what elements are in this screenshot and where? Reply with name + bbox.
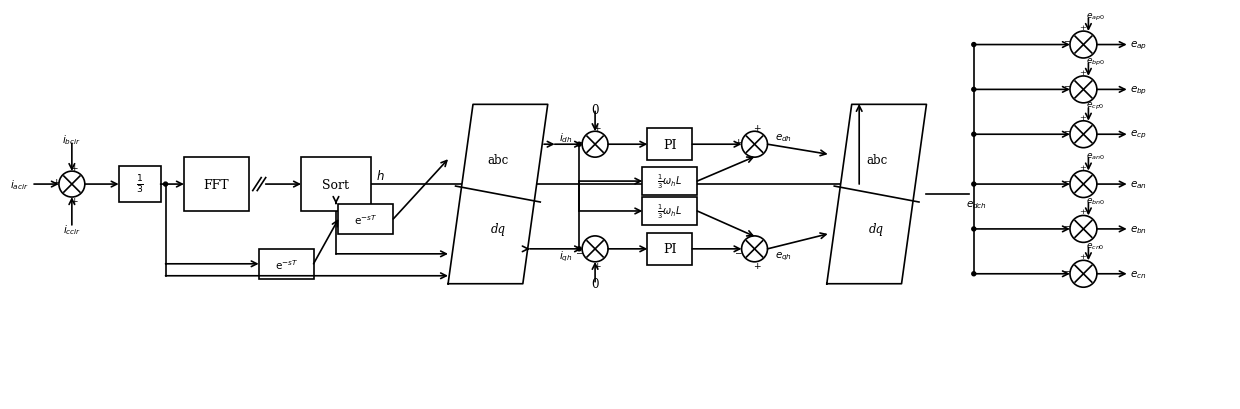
Text: $h$: $h$: [376, 169, 384, 183]
Bar: [119, 167, 160, 202]
Text: −: −: [1063, 267, 1070, 275]
Text: $\frac{1}{3}\omega_h L$: $\frac{1}{3}\omega_h L$: [657, 202, 682, 220]
Text: $i_{bcir}$: $i_{bcir}$: [62, 133, 82, 147]
Circle shape: [1070, 32, 1097, 59]
Text: −: −: [575, 137, 583, 146]
Text: $e_{bp}$: $e_{bp}$: [1130, 84, 1147, 97]
Bar: [339, 204, 393, 234]
Text: $e_{an}$: $e_{an}$: [1130, 179, 1147, 191]
Text: −: −: [1063, 128, 1070, 136]
Circle shape: [972, 133, 976, 137]
Polygon shape: [448, 105, 548, 284]
Text: +: +: [1079, 208, 1086, 216]
Circle shape: [972, 43, 976, 47]
Text: +: +: [1079, 24, 1086, 32]
Text: $e_{bn0}$: $e_{bn0}$: [1086, 196, 1106, 206]
Text: $i_{acir}$: $i_{acir}$: [10, 178, 29, 191]
Text: dq: dq: [490, 223, 506, 236]
Text: $e_{dh}$: $e_{dh}$: [775, 132, 792, 144]
Text: +: +: [69, 164, 77, 173]
Text: −: −: [1063, 178, 1070, 186]
Circle shape: [972, 88, 976, 92]
Text: $i_{qh}$: $i_{qh}$: [558, 249, 572, 263]
Text: +: +: [1079, 253, 1086, 261]
Polygon shape: [827, 105, 926, 284]
Text: +: +: [593, 124, 601, 133]
Text: −: −: [575, 248, 583, 257]
Text: $e_{bn}$: $e_{bn}$: [1130, 223, 1147, 235]
Text: +: +: [593, 261, 601, 270]
Circle shape: [577, 143, 582, 147]
Text: $e_{qh}$: $e_{qh}$: [775, 250, 792, 263]
Text: +: +: [1079, 163, 1086, 171]
Bar: [642, 198, 697, 225]
Text: $i_{ccir}$: $i_{ccir}$: [63, 222, 81, 236]
Text: $\frac{1}{3}\omega_h L$: $\frac{1}{3}\omega_h L$: [657, 173, 682, 191]
Text: PI: PI: [663, 243, 677, 256]
Bar: [647, 129, 692, 161]
Text: abc: abc: [866, 153, 888, 166]
Text: $i_{dh}$: $i_{dh}$: [558, 131, 572, 145]
Text: $e_{bp0}$: $e_{bp0}$: [1086, 56, 1106, 67]
Text: Sort: Sort: [322, 178, 350, 191]
Text: $\mathrm{e}^{-sT}$: $\mathrm{e}^{-sT}$: [274, 257, 298, 271]
Circle shape: [1070, 121, 1097, 148]
Text: dq: dq: [869, 223, 884, 236]
Text: FFT: FFT: [203, 178, 229, 191]
Text: $\mathrm{e}^{-sT}$: $\mathrm{e}^{-sT}$: [355, 213, 377, 226]
Circle shape: [972, 272, 976, 276]
Circle shape: [577, 247, 582, 251]
Text: $e_{cp}$: $e_{cp}$: [1130, 129, 1147, 141]
Circle shape: [1070, 171, 1097, 198]
Circle shape: [972, 227, 976, 231]
Text: $e_{an0}$: $e_{an0}$: [1086, 151, 1105, 162]
Circle shape: [742, 236, 768, 262]
Circle shape: [972, 183, 976, 187]
Text: $\frac{1}{3}$: $\frac{1}{3}$: [135, 173, 144, 196]
Text: 0: 0: [591, 278, 599, 290]
Text: PI: PI: [663, 138, 677, 151]
Text: +: +: [1079, 114, 1086, 121]
Text: $e_{cn}$: $e_{cn}$: [1130, 268, 1146, 280]
Text: −: −: [734, 248, 742, 257]
Bar: [642, 168, 697, 196]
Text: $e_{cn0}$: $e_{cn0}$: [1086, 240, 1105, 251]
Circle shape: [164, 183, 167, 187]
Text: +: +: [753, 124, 760, 133]
Text: +: +: [1079, 69, 1086, 77]
Text: $e_{cp0}$: $e_{cp0}$: [1086, 101, 1105, 112]
Text: +: +: [52, 178, 60, 187]
Text: +: +: [69, 197, 77, 206]
Bar: [184, 157, 249, 212]
Bar: [647, 233, 692, 265]
Text: $e_{dch}$: $e_{dch}$: [966, 199, 987, 210]
Text: +: +: [753, 261, 760, 270]
Text: −: −: [1063, 38, 1070, 47]
Text: abc: abc: [487, 153, 508, 166]
Text: −: −: [1063, 83, 1070, 91]
Text: $e_{ap0}$: $e_{ap0}$: [1086, 11, 1105, 22]
Text: +: +: [734, 137, 742, 146]
Circle shape: [1070, 261, 1097, 288]
Circle shape: [60, 172, 84, 198]
Bar: [259, 249, 314, 279]
Circle shape: [1070, 77, 1097, 103]
Bar: [301, 157, 371, 212]
Circle shape: [742, 132, 768, 158]
Circle shape: [582, 132, 608, 158]
Circle shape: [1070, 216, 1097, 243]
Text: $e_{ap}$: $e_{ap}$: [1130, 39, 1147, 52]
Text: −: −: [1063, 222, 1070, 230]
Text: 0: 0: [591, 103, 599, 117]
Circle shape: [582, 236, 608, 262]
